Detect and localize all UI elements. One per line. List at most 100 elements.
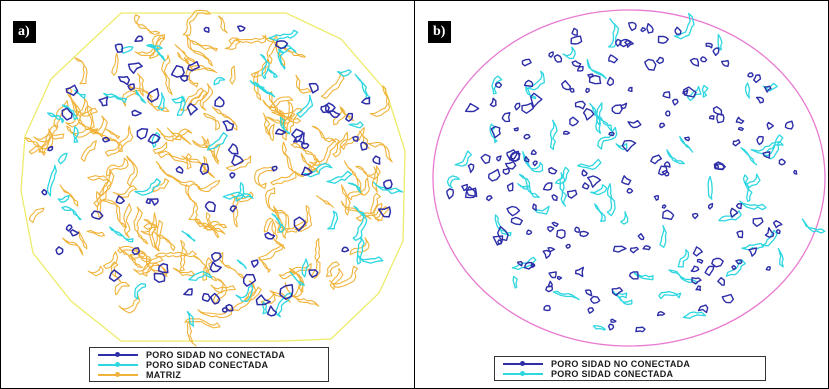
panel-a-label: a) — [13, 21, 36, 43]
unconnected-pore — [661, 170, 670, 177]
matriz-region — [179, 239, 188, 272]
legend-item-no-conectada-b: PORO SIDAD NO CONECTADA — [503, 359, 757, 369]
matriz-region — [340, 200, 372, 220]
unconnected-pore — [480, 153, 491, 165]
matriz-region — [268, 123, 275, 142]
matriz-region — [62, 237, 84, 256]
unconnected-pore — [157, 262, 169, 274]
panel-b-label: b) — [428, 21, 452, 43]
unconnected-pore — [587, 175, 602, 188]
matriz-region — [114, 281, 130, 296]
unconnected-pore — [186, 60, 200, 72]
matriz-region — [332, 107, 346, 126]
matriz-region — [258, 258, 271, 273]
unconnected-pore — [721, 59, 730, 67]
connected-pore — [206, 132, 228, 151]
matriz-region — [117, 245, 152, 263]
unconnected-pore — [692, 212, 699, 220]
connected-pore — [446, 175, 461, 189]
unconnected-pore — [488, 168, 501, 182]
matriz-region — [282, 141, 304, 178]
unconnected-pore — [275, 40, 289, 50]
legend-label-no-conectada-b: PORO SIDAD NO CONECTADA — [551, 359, 691, 369]
connected-pore — [266, 68, 278, 79]
unconnected-pore — [776, 229, 781, 235]
matriz-region — [78, 230, 88, 250]
unconnected-pore — [524, 155, 530, 163]
connected-pore — [271, 213, 286, 234]
unconnected-pore — [574, 226, 581, 233]
connected-pore — [289, 271, 305, 286]
unconnected-pore — [320, 103, 330, 114]
unconnected-pore — [69, 229, 80, 237]
panel-a-legend: PORO SIDAD NO CONECTADA PORO SIDAD CONEC… — [89, 347, 329, 382]
matriz-region — [230, 191, 254, 203]
matriz-region — [295, 74, 312, 94]
connected-pore — [354, 73, 371, 100]
unconnected-pore — [556, 276, 563, 281]
matriz-region — [154, 250, 197, 258]
connected-pore — [593, 113, 613, 132]
matriz-region — [71, 99, 98, 117]
unconnected-pore — [612, 245, 627, 253]
connected-pore — [552, 290, 580, 301]
unconnected-pore — [506, 182, 514, 192]
matriz-region — [224, 38, 241, 50]
matriz-region — [343, 160, 364, 196]
connected-pore — [620, 211, 629, 225]
unconnected-pore — [624, 39, 634, 48]
legend-label-conectada-b: PORO SIDAD CONECTADA — [551, 369, 674, 379]
connected-pore — [268, 29, 299, 42]
unconnected-pore — [584, 289, 593, 297]
unconnected-pore — [611, 104, 623, 115]
unconnected-pore — [707, 202, 714, 210]
unconnected-pore — [640, 27, 647, 33]
connected-pore — [590, 184, 608, 196]
unconnected-pore — [179, 74, 189, 82]
unconnected-pore — [764, 85, 772, 93]
unconnected-pore — [55, 246, 64, 256]
connected-pore — [701, 84, 709, 98]
matriz-region — [190, 39, 218, 52]
legend-label-matriz: MATRIZ — [146, 370, 182, 380]
unconnected-pore — [490, 125, 501, 139]
unconnected-pore — [41, 188, 48, 196]
matriz-region — [134, 34, 165, 57]
unconnected-pore — [264, 231, 276, 240]
connected-pore — [235, 182, 245, 202]
connected-pore — [171, 96, 185, 104]
matriz-region — [99, 199, 127, 229]
unconnected-pore — [513, 127, 519, 132]
unconnected-pore — [607, 323, 615, 331]
unconnected-pore — [532, 203, 537, 211]
unconnected-pore — [516, 260, 524, 267]
unconnected-pore — [372, 155, 381, 165]
matriz-region — [171, 175, 201, 190]
unconnected-pore — [793, 169, 798, 175]
unconnected-pore — [114, 43, 124, 53]
matriz-region — [262, 99, 285, 117]
matriz-region — [154, 231, 176, 252]
connected-pore — [576, 158, 602, 171]
matriz-region — [269, 96, 294, 109]
unconnected-pore — [711, 257, 724, 268]
unconnected-pore — [496, 155, 502, 162]
connected-pore — [277, 49, 286, 70]
matriz-region — [315, 195, 334, 208]
unconnected-pore — [581, 169, 588, 177]
connected-pore — [188, 270, 213, 282]
connected-pore — [353, 205, 365, 217]
matriz-region — [329, 267, 344, 290]
unconnected-pore — [352, 135, 359, 142]
unconnected-pore — [762, 151, 771, 159]
unconnected-pore — [548, 167, 558, 175]
unconnected-pore — [136, 128, 149, 140]
unconnected-pore — [547, 226, 555, 233]
matriz-region — [210, 284, 236, 294]
legend-item-matriz: MATRIZ — [98, 370, 320, 380]
unconnected-pore — [127, 62, 143, 74]
sample-boundary-a — [20, 12, 406, 342]
matriz-region — [126, 155, 138, 187]
connected-pore — [301, 258, 309, 278]
matriz-region — [118, 246, 144, 269]
